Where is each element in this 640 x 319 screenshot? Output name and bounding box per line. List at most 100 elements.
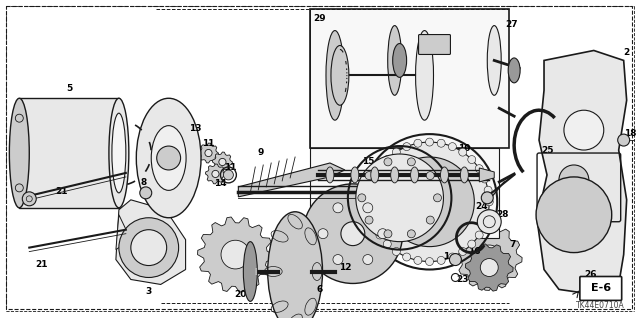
Circle shape bbox=[371, 175, 378, 183]
Text: 28: 28 bbox=[496, 210, 508, 219]
Text: 5: 5 bbox=[66, 84, 72, 93]
Circle shape bbox=[367, 186, 375, 194]
Circle shape bbox=[426, 216, 435, 224]
Ellipse shape bbox=[415, 31, 433, 120]
Circle shape bbox=[371, 221, 378, 229]
Circle shape bbox=[376, 165, 384, 173]
Circle shape bbox=[480, 259, 498, 277]
Circle shape bbox=[392, 248, 400, 256]
Circle shape bbox=[459, 248, 467, 256]
Circle shape bbox=[459, 148, 467, 156]
Circle shape bbox=[22, 192, 36, 206]
Circle shape bbox=[559, 165, 589, 195]
Circle shape bbox=[481, 192, 493, 204]
Text: 8: 8 bbox=[141, 178, 147, 187]
Text: E-6: E-6 bbox=[591, 284, 611, 293]
Circle shape bbox=[366, 198, 374, 206]
Circle shape bbox=[437, 139, 445, 147]
Polygon shape bbox=[335, 31, 424, 120]
Circle shape bbox=[119, 218, 179, 278]
Polygon shape bbox=[212, 152, 232, 172]
Text: 11: 11 bbox=[224, 163, 237, 173]
Ellipse shape bbox=[243, 241, 257, 301]
Text: 6: 6 bbox=[317, 285, 323, 294]
Text: 12: 12 bbox=[339, 263, 351, 272]
Polygon shape bbox=[537, 50, 627, 294]
Text: 1: 1 bbox=[444, 252, 449, 261]
Circle shape bbox=[403, 143, 411, 151]
Ellipse shape bbox=[331, 46, 349, 105]
Text: 7: 7 bbox=[509, 240, 515, 249]
Text: 21: 21 bbox=[55, 187, 67, 197]
Text: 4: 4 bbox=[548, 121, 554, 130]
Ellipse shape bbox=[326, 31, 344, 120]
Circle shape bbox=[333, 255, 343, 264]
Circle shape bbox=[384, 230, 392, 238]
Circle shape bbox=[481, 175, 489, 183]
Circle shape bbox=[140, 187, 152, 199]
Ellipse shape bbox=[388, 26, 402, 95]
Circle shape bbox=[205, 149, 212, 157]
Circle shape bbox=[484, 210, 492, 218]
Text: 19: 19 bbox=[553, 190, 565, 199]
Ellipse shape bbox=[10, 98, 29, 208]
Circle shape bbox=[383, 156, 391, 164]
FancyBboxPatch shape bbox=[580, 277, 621, 300]
Ellipse shape bbox=[508, 58, 520, 83]
Circle shape bbox=[618, 134, 630, 146]
Ellipse shape bbox=[411, 167, 419, 183]
Circle shape bbox=[481, 221, 489, 229]
Text: TK44E0710A: TK44E0710A bbox=[576, 301, 625, 310]
Circle shape bbox=[356, 154, 444, 241]
Polygon shape bbox=[238, 163, 345, 197]
Circle shape bbox=[426, 257, 433, 265]
Text: 3: 3 bbox=[146, 287, 152, 296]
Text: 27: 27 bbox=[505, 20, 518, 29]
Circle shape bbox=[365, 172, 373, 180]
Text: 29: 29 bbox=[314, 14, 326, 23]
Circle shape bbox=[392, 148, 400, 156]
Polygon shape bbox=[539, 180, 609, 249]
Polygon shape bbox=[198, 217, 273, 292]
Circle shape bbox=[433, 194, 442, 202]
Circle shape bbox=[15, 114, 23, 122]
Circle shape bbox=[449, 143, 456, 151]
Bar bbox=[19, 98, 119, 208]
Circle shape bbox=[449, 254, 461, 265]
Text: 13: 13 bbox=[189, 124, 202, 133]
Text: 20: 20 bbox=[234, 290, 246, 299]
Circle shape bbox=[219, 159, 226, 166]
Ellipse shape bbox=[371, 167, 379, 183]
Ellipse shape bbox=[351, 167, 359, 183]
Circle shape bbox=[566, 212, 602, 248]
Circle shape bbox=[414, 139, 422, 147]
Circle shape bbox=[564, 110, 604, 150]
Circle shape bbox=[367, 210, 375, 218]
Text: 21: 21 bbox=[35, 260, 47, 269]
Circle shape bbox=[223, 170, 234, 180]
Text: 17: 17 bbox=[371, 210, 384, 219]
Circle shape bbox=[15, 184, 23, 192]
Circle shape bbox=[561, 201, 588, 228]
Circle shape bbox=[536, 177, 612, 253]
Bar bbox=[310, 9, 509, 148]
Circle shape bbox=[476, 165, 483, 173]
Bar bbox=[378, 172, 396, 200]
Circle shape bbox=[437, 256, 445, 264]
Circle shape bbox=[426, 172, 435, 180]
Circle shape bbox=[303, 184, 403, 284]
Circle shape bbox=[221, 240, 250, 269]
Text: 2: 2 bbox=[623, 48, 630, 57]
Circle shape bbox=[477, 210, 501, 234]
Circle shape bbox=[385, 157, 474, 247]
Circle shape bbox=[468, 240, 476, 248]
Circle shape bbox=[131, 230, 166, 265]
Text: 10: 10 bbox=[458, 144, 470, 152]
Polygon shape bbox=[456, 225, 522, 290]
Circle shape bbox=[341, 222, 365, 246]
Circle shape bbox=[485, 198, 493, 206]
Polygon shape bbox=[116, 200, 186, 285]
Ellipse shape bbox=[109, 98, 129, 208]
Circle shape bbox=[378, 229, 388, 239]
Polygon shape bbox=[395, 26, 494, 95]
